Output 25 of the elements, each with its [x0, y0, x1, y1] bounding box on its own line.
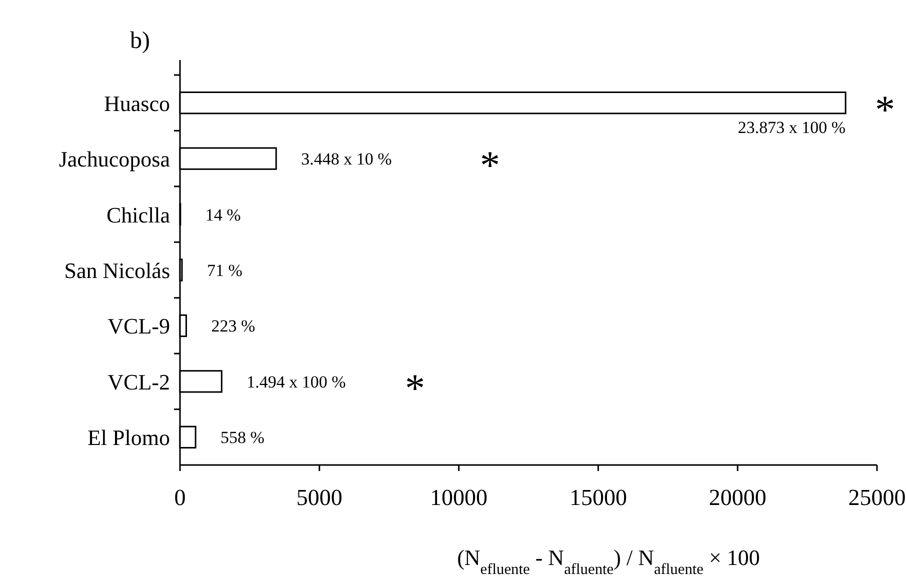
x-tick-label: 20000	[708, 485, 766, 510]
annotation: *	[405, 365, 425, 410]
x-tick-label: 0	[174, 485, 186, 510]
y-tick-label: Jachucoposa	[58, 146, 170, 172]
y-tick-label: San Nicolás	[64, 258, 170, 283]
x-tick-label: 25000	[848, 485, 906, 510]
x-tick-label: 15000	[569, 485, 627, 510]
x-axis-title: (N$_{efluente}$ - N$_{afluente}$) / N$_{afluente}$ × 100	[457, 545, 760, 578]
x-tick-label: 10000	[430, 485, 488, 510]
data-label: 558 %	[220, 428, 264, 448]
chart-title: b)	[130, 28, 150, 54]
data-label: 3.448 x 10 %	[301, 150, 392, 169]
y-tick-label: VCL-2	[108, 369, 170, 394]
y-tick-label: El Plomo	[87, 425, 170, 450]
annotation: *	[480, 142, 500, 188]
y-tick-label: VCL-9	[108, 314, 170, 339]
data-label: 23.873 x 100 %	[738, 118, 846, 137]
y-tick-label: Huasco	[104, 90, 170, 116]
annotation: *	[875, 86, 895, 132]
data-label: 1.494 x 100 %	[246, 372, 346, 392]
x-tick-label: 5000	[296, 485, 342, 510]
y-tick-label: Chiclla	[106, 202, 170, 228]
data-label: 223 %	[211, 316, 256, 336]
data-label: 71 %	[206, 261, 242, 280]
data-label: 14 %	[205, 205, 241, 224]
